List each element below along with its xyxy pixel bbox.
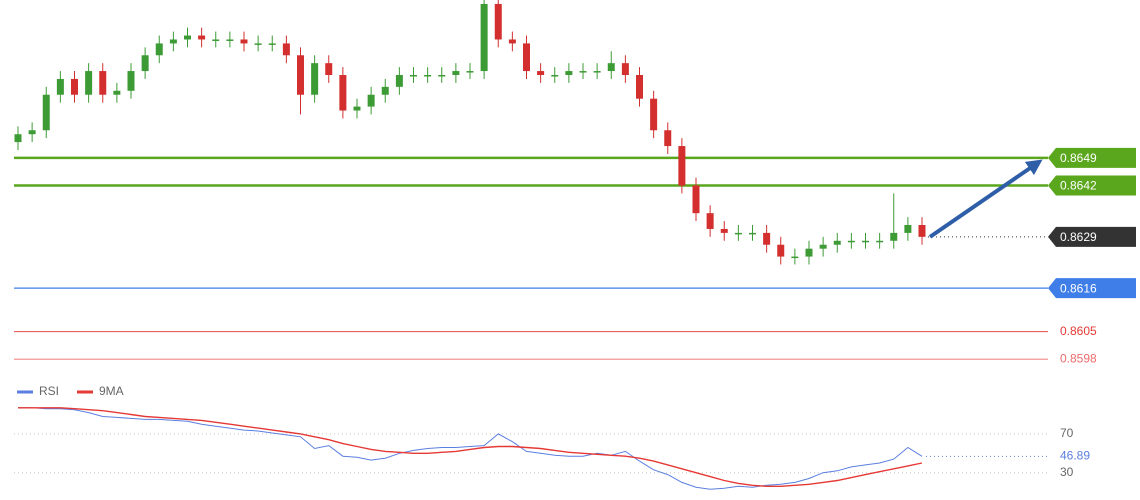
legend-label: RSI <box>39 384 59 398</box>
forecast-arrow <box>928 159 1043 239</box>
current-rsi-label: 46.89 <box>1060 449 1090 463</box>
level-label: 0.8629 <box>1060 230 1097 244</box>
candle-body <box>339 75 347 111</box>
candle-body <box>198 35 206 40</box>
candle-body <box>240 39 248 44</box>
candle-body <box>763 232 771 245</box>
candle-body <box>466 71 474 73</box>
legend-label: 9MA <box>99 384 124 398</box>
candle-body <box>311 63 319 95</box>
candle-body <box>636 75 643 99</box>
candle-body <box>862 240 869 243</box>
candle-body <box>85 71 93 95</box>
candle-body <box>678 146 686 186</box>
candle-body <box>424 75 432 77</box>
candle-body <box>706 213 714 229</box>
candle-body <box>184 35 191 40</box>
candle-body <box>918 225 926 237</box>
level-label: 0.8649 <box>1060 151 1097 165</box>
candle-body <box>537 71 545 75</box>
price-panel: 0.8649 0.8642 0.8629 0.8616 0.8605 0.8598 <box>14 0 1136 365</box>
y-tick-label: 30 <box>1060 465 1074 479</box>
candle-body <box>297 55 304 95</box>
candle-body <box>847 240 855 243</box>
candle-body <box>14 134 22 143</box>
candle-body <box>113 90 121 95</box>
candle-body <box>42 94 50 131</box>
candle-body <box>395 75 403 87</box>
candle-body <box>876 240 884 243</box>
candle-body <box>155 43 163 56</box>
candle-body <box>579 71 587 73</box>
candle-body <box>749 232 756 235</box>
candle-body <box>720 228 728 233</box>
series-line <box>18 407 923 487</box>
candle-body <box>650 98 658 131</box>
candle-body <box>169 39 177 44</box>
candle-body <box>452 71 460 75</box>
candle-body <box>367 94 375 107</box>
level-label: 0.8616 <box>1060 281 1097 295</box>
candle-body <box>438 75 446 77</box>
candle-body <box>56 78 64 95</box>
level-tag <box>1048 147 1136 168</box>
candle-body <box>282 43 290 56</box>
candle-body <box>410 75 417 77</box>
candle-body <box>890 232 898 241</box>
candle-body <box>833 240 841 245</box>
candle-body <box>805 248 813 257</box>
candle-body <box>212 39 220 41</box>
candle-body <box>607 63 615 72</box>
candle-body <box>904 225 912 233</box>
level-label: 0.8605 <box>1060 324 1097 338</box>
candle-body <box>71 78 78 95</box>
candle-body <box>353 106 361 111</box>
candle-body <box>127 71 135 91</box>
candle-body <box>381 86 389 95</box>
candle-body <box>621 63 629 75</box>
candle-body <box>664 130 672 147</box>
candle-body <box>565 71 573 75</box>
candle-body <box>226 39 234 41</box>
candle-body <box>551 75 559 77</box>
series-line <box>18 407 923 490</box>
candle-body <box>692 185 700 214</box>
level-tag <box>1048 175 1136 196</box>
candle-body <box>268 43 276 45</box>
rsi-panel: 70 30 RSI 9MA 46.89 <box>14 384 1090 490</box>
candle-body <box>523 43 530 72</box>
level-label: 0.8642 <box>1060 179 1097 193</box>
candle-body <box>494 3 502 40</box>
candle-body <box>777 244 785 257</box>
candle-body <box>99 71 107 95</box>
candle-body <box>28 130 36 135</box>
level-label: 0.8598 <box>1060 351 1097 365</box>
candle-body <box>141 55 149 72</box>
candle-body <box>791 256 799 259</box>
level-tag <box>1048 226 1136 247</box>
candle-body <box>734 232 742 235</box>
candle-body <box>593 71 601 73</box>
level-tag <box>1048 278 1136 299</box>
candle-body <box>254 43 262 45</box>
candle-body <box>325 63 333 75</box>
candle-body <box>508 39 516 44</box>
y-tick-label: 70 <box>1060 426 1074 440</box>
candle-body <box>819 244 827 249</box>
candle-body <box>480 3 488 72</box>
